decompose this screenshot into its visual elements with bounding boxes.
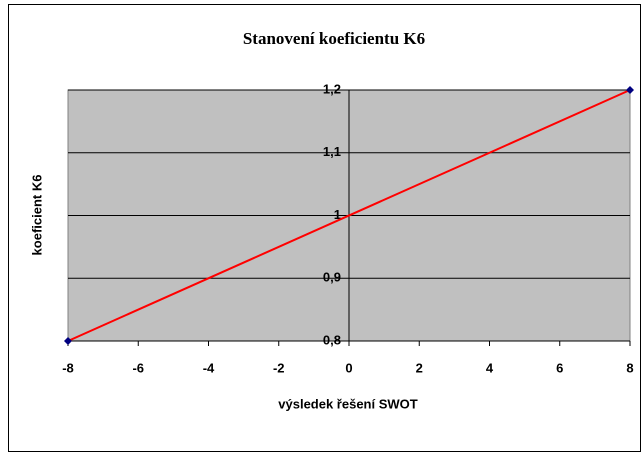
- x-tick-label: 6: [556, 360, 563, 375]
- chart-title: Stanovení koeficientu K6: [243, 29, 425, 48]
- y-tick-label: 1,1: [323, 144, 341, 159]
- x-axis-label: výsledek řešení SWOT: [278, 396, 418, 411]
- data-point: [64, 337, 72, 345]
- data-point: [626, 86, 634, 94]
- x-tick-label: -2: [273, 360, 285, 375]
- y-tick-label: 1: [334, 207, 341, 222]
- x-tick-label: 8: [626, 360, 633, 375]
- x-tick-label: -6: [132, 360, 144, 375]
- y-tick-label: 0,8: [323, 332, 341, 347]
- x-tick-label: 2: [416, 360, 423, 375]
- y-tick-label: 1,2: [323, 81, 341, 96]
- y-tick-label: 0,9: [323, 270, 341, 285]
- x-tick-label: -8: [62, 360, 74, 375]
- x-tick-label: 4: [486, 360, 494, 375]
- x-tick-label: 0: [345, 360, 352, 375]
- y-axis-label: koeficient K6: [29, 175, 44, 256]
- x-tick-label: -4: [203, 360, 215, 375]
- data-line: [67, 89, 631, 342]
